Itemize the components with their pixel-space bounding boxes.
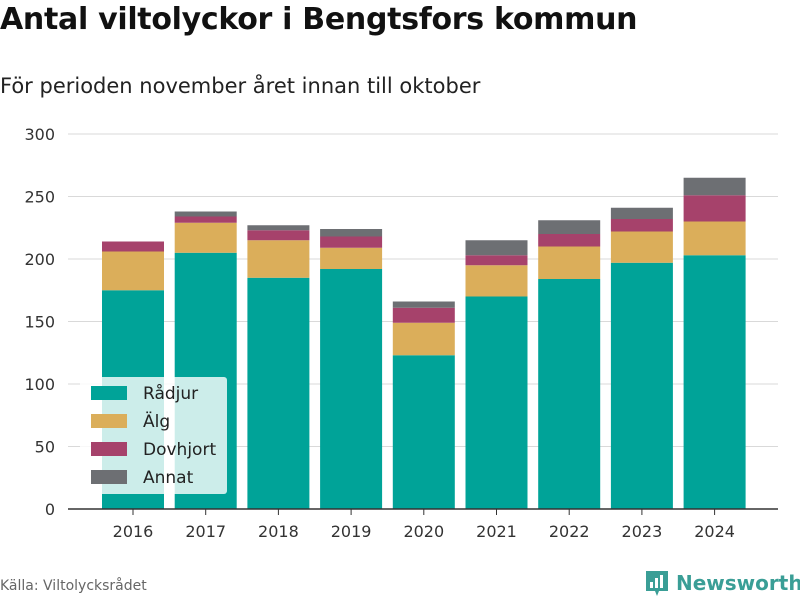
- x-tick-label: 2018: [258, 522, 299, 541]
- y-tick-label: 250: [24, 188, 55, 207]
- x-tick-label: 2017: [185, 522, 226, 541]
- y-tick-label: 200: [24, 250, 55, 269]
- bar-segment-älg: [247, 240, 310, 278]
- x-tick-label: 2020: [403, 522, 444, 541]
- bar-segment-dovhjort: [102, 241, 164, 252]
- bar-segment-rådjur: [610, 262, 673, 509]
- bar-segment-rådjur: [683, 255, 746, 509]
- bar-segment-dovhjort: [174, 216, 237, 223]
- bar-segment-älg: [610, 231, 673, 263]
- bar-segment-älg: [102, 251, 164, 291]
- legend-box: [80, 377, 227, 494]
- bar-segment-annat: [610, 207, 673, 219]
- bar-segment-älg: [538, 246, 601, 279]
- bar-segment-dovhjort: [683, 195, 746, 222]
- bar-segment-dovhjort: [465, 255, 528, 266]
- bar-segment-rådjur: [320, 269, 383, 509]
- bar-chart-icon: [646, 571, 668, 596]
- x-tick-label: 2022: [549, 522, 590, 541]
- bar-segment-annat: [683, 177, 746, 196]
- y-tick-label: 50: [35, 438, 55, 457]
- y-tick-label: 100: [24, 375, 55, 394]
- bar-segment-älg: [320, 247, 383, 269]
- bar-segment-rådjur: [392, 355, 455, 509]
- x-tick-label: 2023: [622, 522, 663, 541]
- x-tick-label: 2021: [476, 522, 517, 541]
- bar-segment-dovhjort: [392, 307, 455, 323]
- legend-swatch-rådjur: [91, 386, 127, 400]
- source-note: Källa: Viltolycksrådet: [0, 578, 147, 594]
- bar-segment-annat: [465, 240, 528, 256]
- x-tick-label: 2019: [331, 522, 372, 541]
- bar-segment-älg: [465, 265, 528, 297]
- brand-logo: Newsworthy: [644, 568, 800, 598]
- y-tick-label: 300: [24, 125, 55, 144]
- legend-label-älg: Älg: [143, 411, 170, 432]
- legend-swatch-annat: [91, 470, 127, 484]
- bar-segment-rådjur: [247, 277, 310, 509]
- legend-label-dovhjort: Dovhjort: [143, 440, 216, 460]
- bar-segment-annat: [538, 220, 601, 234]
- bar-segment-annat: [320, 229, 383, 237]
- x-tick-label: 2024: [694, 522, 735, 541]
- bar-segment-rådjur: [538, 279, 601, 509]
- bar-segment-älg: [392, 322, 455, 356]
- x-tick-label: 2016: [113, 522, 154, 541]
- bar-segment-dovhjort: [538, 234, 601, 247]
- legend-label-rådjur: Rådjur: [143, 383, 198, 404]
- legend-swatch-älg: [91, 414, 127, 428]
- y-tick-label: 150: [24, 313, 55, 332]
- brand-name: Newsworthy: [676, 571, 800, 595]
- bar-segment-dovhjort: [320, 236, 383, 248]
- bar-segment-rådjur: [465, 296, 528, 509]
- bar-segment-dovhjort: [610, 219, 673, 232]
- chart-subtitle: För perioden november året innan till ok…: [0, 74, 481, 98]
- legend-label-annat: Annat: [143, 468, 194, 488]
- chart-title: Antal viltolyckor i Bengtsfors kommun: [0, 2, 638, 37]
- y-tick-label: 0: [45, 500, 55, 519]
- bar-segment-annat: [392, 301, 455, 308]
- bar-segment-annat: [247, 225, 310, 231]
- bar-segment-dovhjort: [247, 230, 310, 241]
- legend-swatch-dovhjort: [91, 442, 127, 456]
- bar-segment-älg: [683, 221, 746, 256]
- bar-segment-älg: [174, 222, 237, 253]
- bar-segment-annat: [174, 211, 237, 217]
